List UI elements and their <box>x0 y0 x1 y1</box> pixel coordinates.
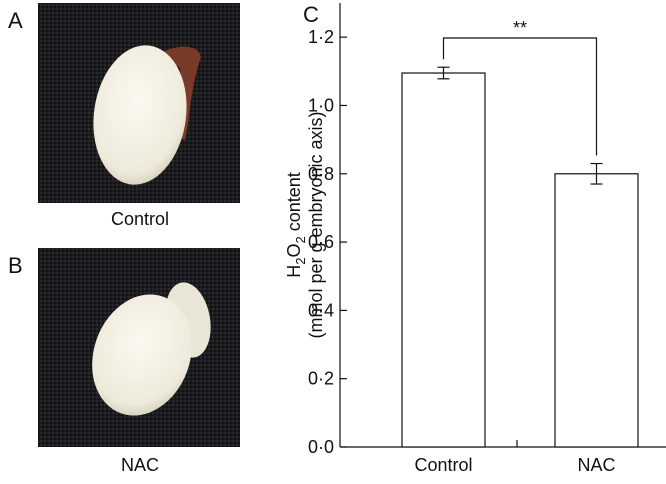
panel-label: A <box>8 8 23 33</box>
photo-caption: NAC <box>121 455 159 475</box>
bar <box>554 173 639 448</box>
x-tick-label: NAC <box>577 455 615 475</box>
y-tick-label: 0·6 <box>308 232 334 252</box>
photo-b <box>38 248 240 447</box>
panel-label: C <box>303 2 319 27</box>
panel-label: B <box>8 253 23 278</box>
significance-bracket <box>442 37 598 156</box>
bar <box>401 72 486 448</box>
y-tick-label: 0·4 <box>308 300 334 320</box>
x-tick-label: Control <box>414 455 472 475</box>
photo-caption: Control <box>111 209 169 229</box>
y-tick-label: 0·8 <box>308 164 334 184</box>
y-tick-label: 1·0 <box>308 95 334 115</box>
y-axis-label: (mmol per g embryonic axis) <box>306 111 326 338</box>
y-tick-label: 0·0 <box>308 437 334 457</box>
y-tick-label: 1·2 <box>308 27 334 47</box>
photo-a <box>38 3 240 203</box>
y-tick-label: 0·2 <box>308 369 334 389</box>
y-axis-label: H2O2 content <box>284 172 308 278</box>
significance-label: ** <box>513 18 527 38</box>
